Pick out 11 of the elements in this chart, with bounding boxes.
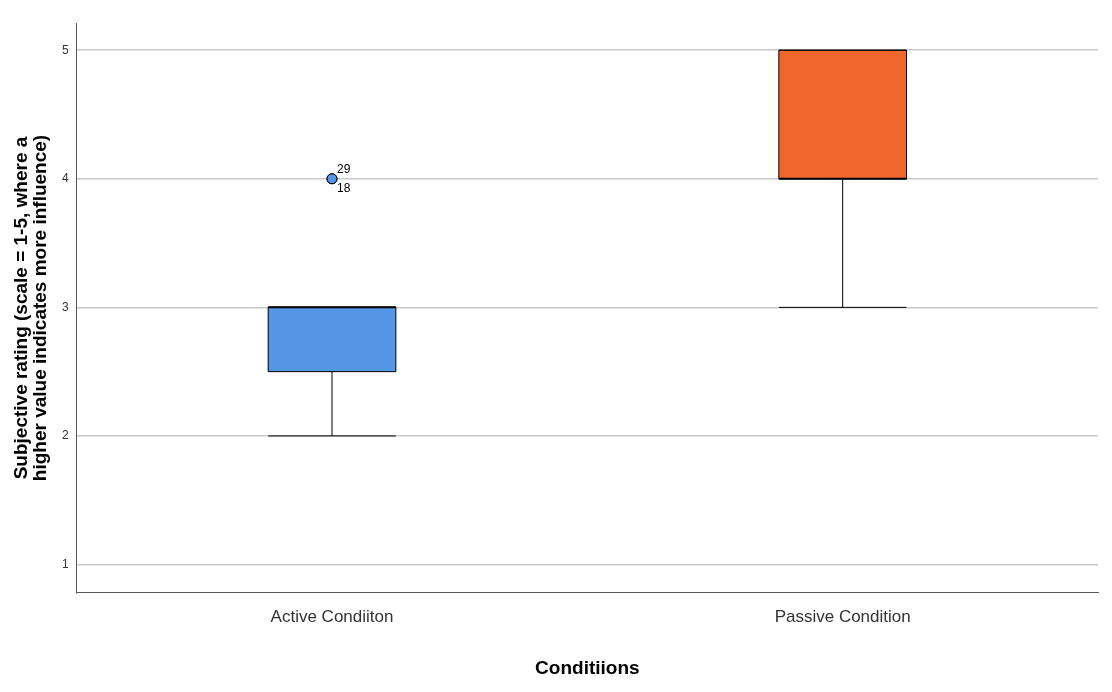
- x-tick-label: Passive Condition: [774, 606, 911, 626]
- y-tick-label: 4: [61, 171, 69, 186]
- annotation: 29: [337, 162, 351, 177]
- y-tick-label: 3: [61, 299, 69, 314]
- x-axis-title: Conditiions: [535, 656, 640, 678]
- y-tick-label: 1: [61, 556, 69, 571]
- y-tick-label: 2: [61, 428, 69, 443]
- y-tick-label: 5: [61, 42, 69, 57]
- y-axis-title: Subjective rating (scale = 1-5, where a higher value indicates more influence): [9, 134, 50, 482]
- x-tick-label: Active Condiiton: [270, 606, 394, 626]
- annotation: 18: [337, 181, 351, 196]
